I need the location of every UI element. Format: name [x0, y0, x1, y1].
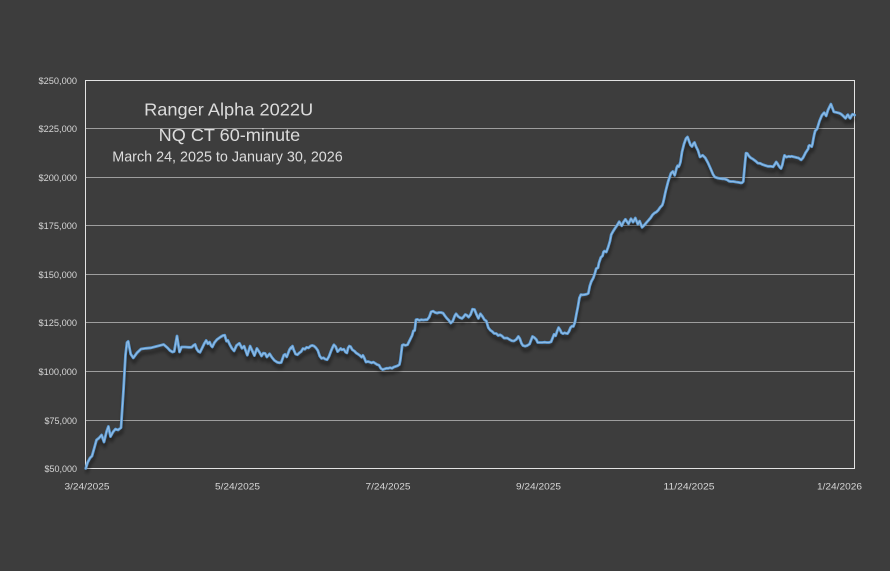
svg-text:$150,000: $150,000	[39, 270, 78, 280]
svg-text:$100,000: $100,000	[39, 367, 78, 377]
svg-text:NQ CT 60-minute: NQ CT 60-minute	[159, 125, 301, 145]
svg-text:9/24/2025: 9/24/2025	[516, 481, 561, 491]
svg-text:7/24/2025: 7/24/2025	[366, 481, 411, 491]
svg-text:$175,000: $175,000	[39, 221, 78, 231]
svg-text:$125,000: $125,000	[39, 318, 78, 328]
svg-text:$225,000: $225,000	[39, 124, 78, 134]
svg-text:$250,000: $250,000	[39, 76, 78, 86]
svg-text:$50,000: $50,000	[45, 464, 78, 474]
svg-text:11/24/2025: 11/24/2025	[664, 481, 715, 491]
svg-text:3/24/2025: 3/24/2025	[65, 481, 110, 491]
svg-text:1/24/2026: 1/24/2026	[817, 481, 862, 491]
svg-text:$200,000: $200,000	[39, 173, 78, 183]
svg-text:Ranger Alpha 2022U: Ranger Alpha 2022U	[144, 100, 313, 120]
svg-text:5/24/2025: 5/24/2025	[215, 481, 260, 491]
svg-text:$75,000: $75,000	[45, 416, 78, 426]
svg-text:March 24, 2025 to January 30,: March 24, 2025 to January 30, 2026	[112, 148, 343, 165]
